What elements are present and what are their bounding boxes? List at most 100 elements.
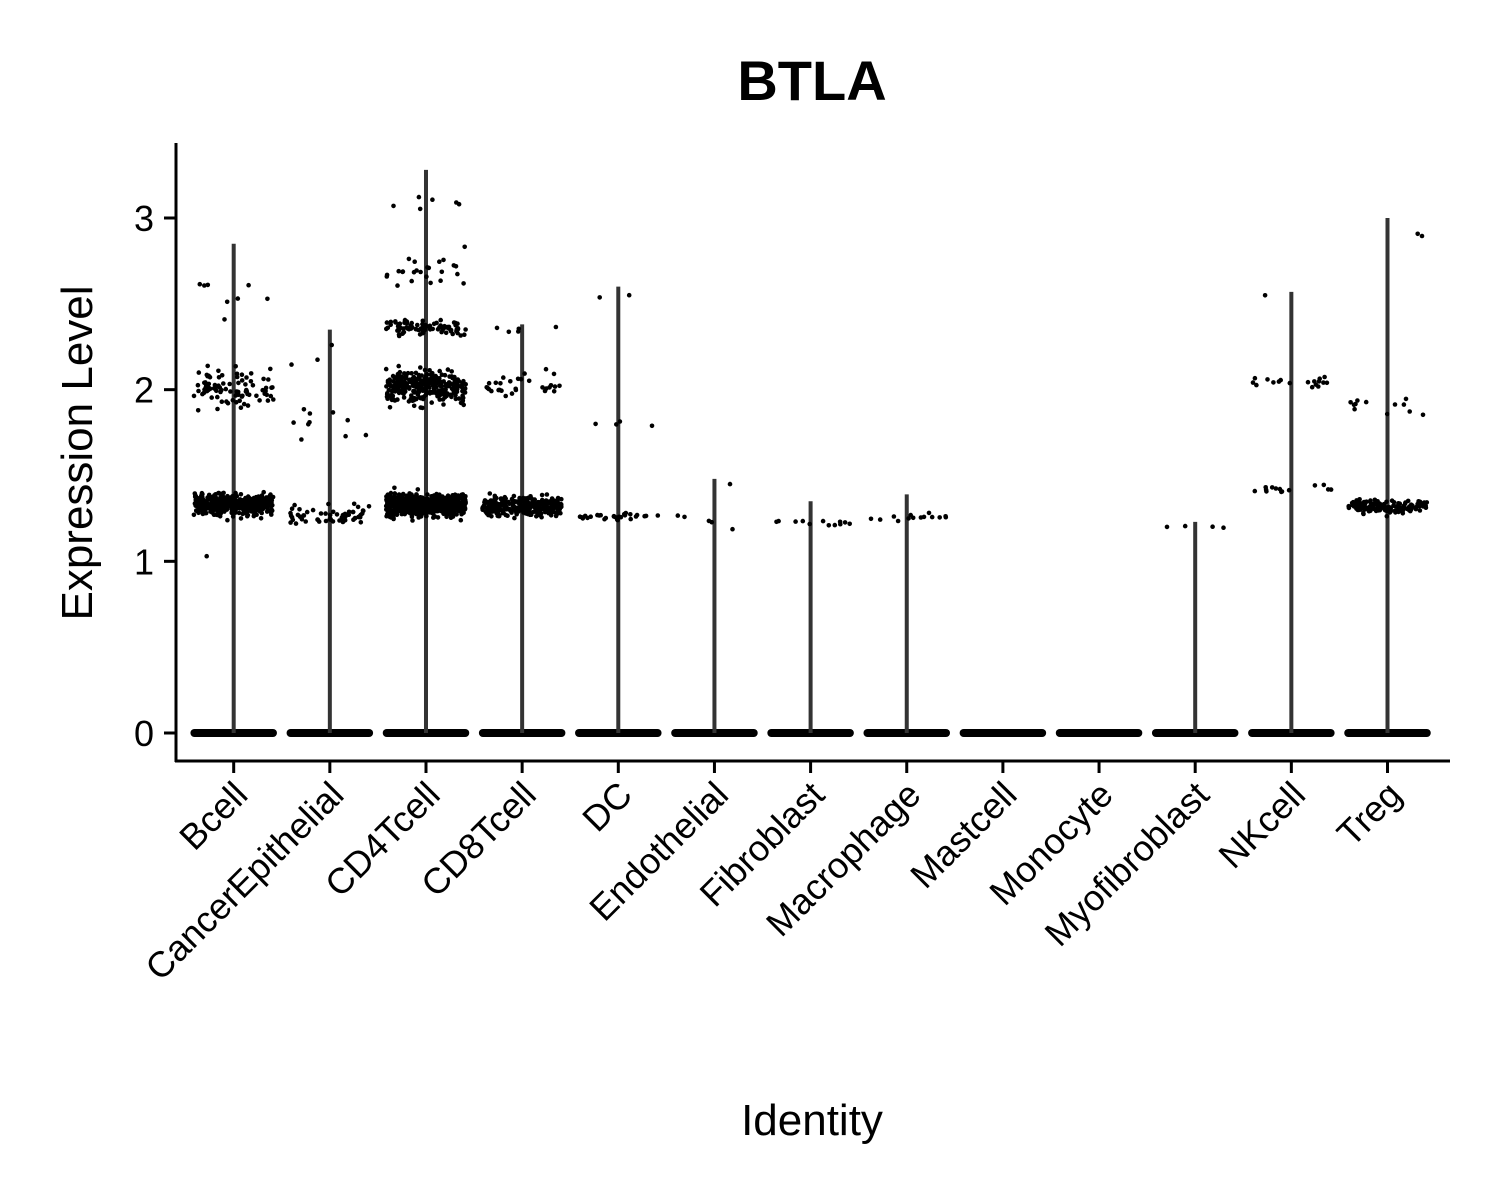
data-point — [224, 506, 230, 512]
data-point — [395, 283, 400, 288]
data-point — [493, 380, 499, 386]
data-point — [402, 371, 407, 376]
data-point — [1355, 505, 1360, 510]
data-point — [255, 497, 260, 502]
data-point — [238, 405, 244, 411]
data-point — [299, 437, 304, 442]
data-point — [400, 269, 406, 274]
data-point — [297, 507, 302, 512]
data-point — [271, 397, 276, 402]
data-point — [235, 389, 241, 395]
data-point — [420, 405, 425, 411]
data-point — [387, 513, 393, 518]
data-point — [868, 516, 874, 522]
data-point — [649, 423, 655, 429]
plot-area — [190, 169, 1431, 737]
data-point — [195, 408, 201, 413]
data-point — [532, 497, 537, 502]
data-point — [291, 420, 296, 425]
data-point — [350, 509, 356, 515]
data-point — [402, 375, 408, 380]
data-point — [397, 321, 403, 327]
data-point — [441, 257, 446, 263]
data-point — [453, 396, 459, 402]
data-point — [360, 508, 366, 513]
data-point — [430, 326, 436, 332]
data-point — [727, 481, 733, 487]
data-point — [877, 517, 883, 522]
data-point — [1312, 483, 1318, 488]
data-point — [266, 508, 272, 514]
data-point — [385, 492, 391, 498]
data-point — [832, 522, 838, 528]
data-point — [1408, 508, 1413, 514]
data-point — [436, 498, 441, 504]
data-point — [393, 509, 399, 514]
data-point — [655, 513, 661, 518]
data-point — [451, 375, 457, 381]
data-point — [297, 514, 303, 519]
data-point — [497, 387, 502, 393]
data-point — [439, 269, 445, 275]
data-point — [447, 499, 453, 505]
data-point — [521, 510, 526, 515]
data-point — [424, 372, 430, 378]
data-point — [244, 389, 250, 394]
data-point — [509, 508, 515, 513]
data-point — [409, 278, 415, 284]
data-point — [330, 509, 336, 515]
data-point — [213, 505, 218, 510]
data-point — [414, 327, 419, 332]
data-point — [486, 380, 492, 386]
data-point — [253, 504, 259, 510]
y-axis-label: Expression Level — [53, 285, 102, 620]
x-tick-label: NKcell — [1210, 774, 1313, 877]
data-point — [390, 373, 396, 379]
data-point — [225, 400, 231, 406]
data-point — [1420, 412, 1426, 418]
data-point — [429, 495, 434, 501]
data-point — [633, 514, 639, 519]
data-point — [1352, 406, 1357, 412]
data-point — [522, 371, 527, 376]
data-point — [406, 385, 412, 390]
data-point — [552, 384, 558, 389]
data-point — [489, 500, 495, 505]
category-group-cancerepithelial — [286, 329, 374, 737]
data-point — [411, 509, 417, 515]
data-point — [392, 389, 398, 394]
data-point — [392, 485, 397, 491]
data-point — [509, 496, 515, 502]
data-point — [1321, 380, 1326, 385]
data-point — [486, 511, 492, 517]
data-point — [456, 396, 462, 401]
data-point — [891, 514, 897, 519]
data-point — [221, 381, 226, 386]
data-point — [385, 507, 391, 512]
data-point — [628, 516, 633, 522]
data-point — [238, 492, 244, 497]
data-point — [326, 501, 331, 507]
data-point — [400, 330, 406, 336]
data-point — [236, 380, 241, 386]
data-point — [240, 511, 245, 517]
data-point — [400, 502, 405, 508]
data-point — [396, 268, 402, 274]
data-point — [391, 495, 397, 500]
data-point — [223, 499, 228, 504]
data-point — [439, 379, 444, 385]
data-point — [409, 371, 414, 376]
data-point — [838, 521, 843, 527]
data-point — [1371, 506, 1376, 512]
data-point — [1391, 500, 1397, 505]
data-point — [487, 491, 493, 496]
data-point — [415, 509, 421, 514]
data-point — [202, 283, 207, 288]
data-point — [437, 368, 443, 374]
data-point — [315, 517, 320, 522]
data-point — [539, 492, 545, 498]
data-point — [265, 398, 271, 403]
data-point — [509, 391, 515, 396]
data-point — [239, 372, 245, 378]
